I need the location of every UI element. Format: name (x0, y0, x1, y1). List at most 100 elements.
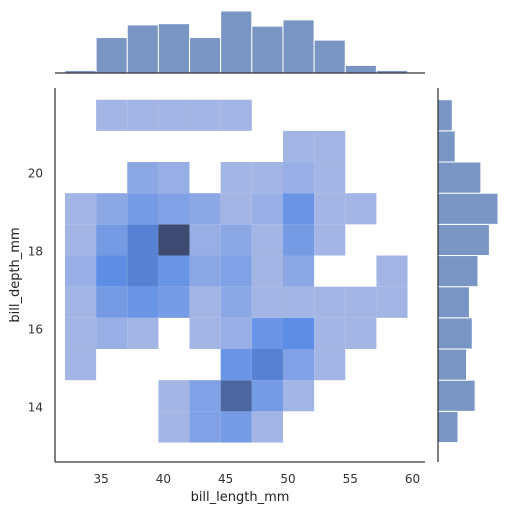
heatmap-cell (251, 411, 283, 443)
heatmap-cell (64, 286, 97, 318)
y-tick-label: 14 (28, 400, 43, 414)
heatmap-cell (251, 255, 283, 287)
heatmap-cell (64, 349, 97, 381)
heatmap-cell (251, 317, 283, 350)
marginal-x-bar (282, 19, 315, 74)
heatmap-cell (189, 380, 221, 412)
heatmap-cell (158, 193, 190, 225)
heatmap-cell (220, 162, 252, 194)
marginal-y-bar (437, 223, 490, 257)
y-axis-label: bill_depth_mm (8, 227, 23, 322)
x-tick-label: 50 (280, 472, 295, 486)
marginal-y-bar (437, 379, 476, 412)
heatmap-cell (189, 224, 221, 256)
heatmap-cell (251, 193, 283, 225)
heatmap-cell (64, 224, 97, 256)
heatmap-cell (189, 99, 221, 131)
heatmap-cell (345, 317, 377, 350)
marginal-y-bar (437, 99, 453, 132)
x-tick-labels: 35 40 45 50 55 60 (93, 472, 420, 486)
marginal-x-bar (95, 37, 128, 74)
heatmap-cells (64, 99, 408, 443)
heatmap-cell (314, 162, 346, 194)
marginal-x-histogram (64, 10, 409, 74)
heatmap-cell (189, 317, 221, 350)
heatmap-cell (189, 286, 221, 318)
marginal-x-bar (189, 37, 222, 74)
heatmap-cell (64, 193, 97, 225)
marginal-y-bar (437, 255, 479, 288)
marginal-x-bar (157, 23, 191, 74)
heatmap-cell (158, 286, 190, 318)
x-tick-label: 60 (405, 472, 420, 486)
heatmap-cell (96, 255, 128, 287)
heatmap-cell (64, 255, 97, 287)
heatmap-cell (220, 411, 252, 443)
marginal-x-bar (313, 39, 346, 74)
heatmap-cell (220, 224, 252, 256)
heatmap-cell (158, 224, 190, 256)
marginal-y-bar (437, 317, 473, 350)
marginal-y-bar (437, 192, 499, 225)
heatmap-cell (376, 255, 408, 287)
heatmap-cell (251, 286, 283, 318)
x-axis-label: bill_length_mm (191, 490, 290, 505)
heatmap-cell (314, 224, 346, 256)
heatmap-cell (189, 411, 221, 443)
heatmap-cell (251, 224, 283, 256)
heatmap-cell (96, 317, 128, 350)
y-tick-label: 18 (28, 245, 43, 259)
heatmap-cell (127, 162, 159, 194)
heatmap-cell (282, 193, 315, 225)
marginal-y-bar (437, 130, 456, 163)
x-tick-label: 55 (343, 472, 358, 486)
heatmap-cell (282, 130, 315, 163)
heatmap-cell (127, 224, 159, 256)
marginal-x-bar (251, 25, 284, 74)
heatmap-cell (376, 286, 408, 318)
heatmap-cell (96, 224, 128, 256)
heatmap-cell (314, 286, 346, 318)
heatmap-cell (127, 193, 159, 225)
heatmap-cell (282, 255, 315, 287)
heatmap-cell (127, 255, 159, 287)
heatmap-cell (189, 255, 221, 287)
heatmap-cell (220, 193, 252, 225)
heatmap-cell (127, 317, 159, 350)
heatmap-cell (314, 130, 346, 163)
y-tick-labels: 14 16 18 20 (28, 167, 43, 415)
heatmap-cell (282, 162, 315, 194)
marginal-x-bar (220, 10, 253, 74)
y-tick-label: 20 (28, 167, 43, 181)
heatmap-cell (127, 286, 159, 318)
x-tick-label: 35 (93, 472, 108, 486)
heatmap-cell (220, 255, 252, 287)
heatmap-cell (314, 349, 346, 381)
heatmap-cell (251, 349, 283, 381)
heatmap-cell (220, 349, 252, 381)
marginal-y-bar (437, 161, 482, 194)
heatmap-cell (282, 380, 315, 412)
heatmap-cell (64, 317, 97, 350)
heatmap-cell (158, 255, 190, 287)
marginal-y-bar (437, 410, 459, 444)
heatmap-cell (158, 99, 190, 131)
marginal-y-histogram (437, 99, 499, 444)
heatmap-cell (282, 349, 315, 381)
heatmap-cell (158, 411, 190, 443)
heatmap-cell (220, 99, 252, 131)
heatmap-cell (282, 224, 315, 256)
heatmap-cell (189, 193, 221, 225)
heatmap-cell (314, 193, 346, 225)
heatmap-cell (127, 99, 159, 131)
x-tick-label: 40 (156, 472, 171, 486)
heatmap-cell (282, 286, 315, 318)
heatmap-cell (220, 380, 252, 412)
heatmap-cell (220, 317, 252, 350)
marginal-y-bar (437, 286, 470, 319)
y-tick-label: 16 (28, 323, 43, 337)
heatmap-cell (282, 317, 315, 350)
heatmap-cell (158, 162, 190, 194)
